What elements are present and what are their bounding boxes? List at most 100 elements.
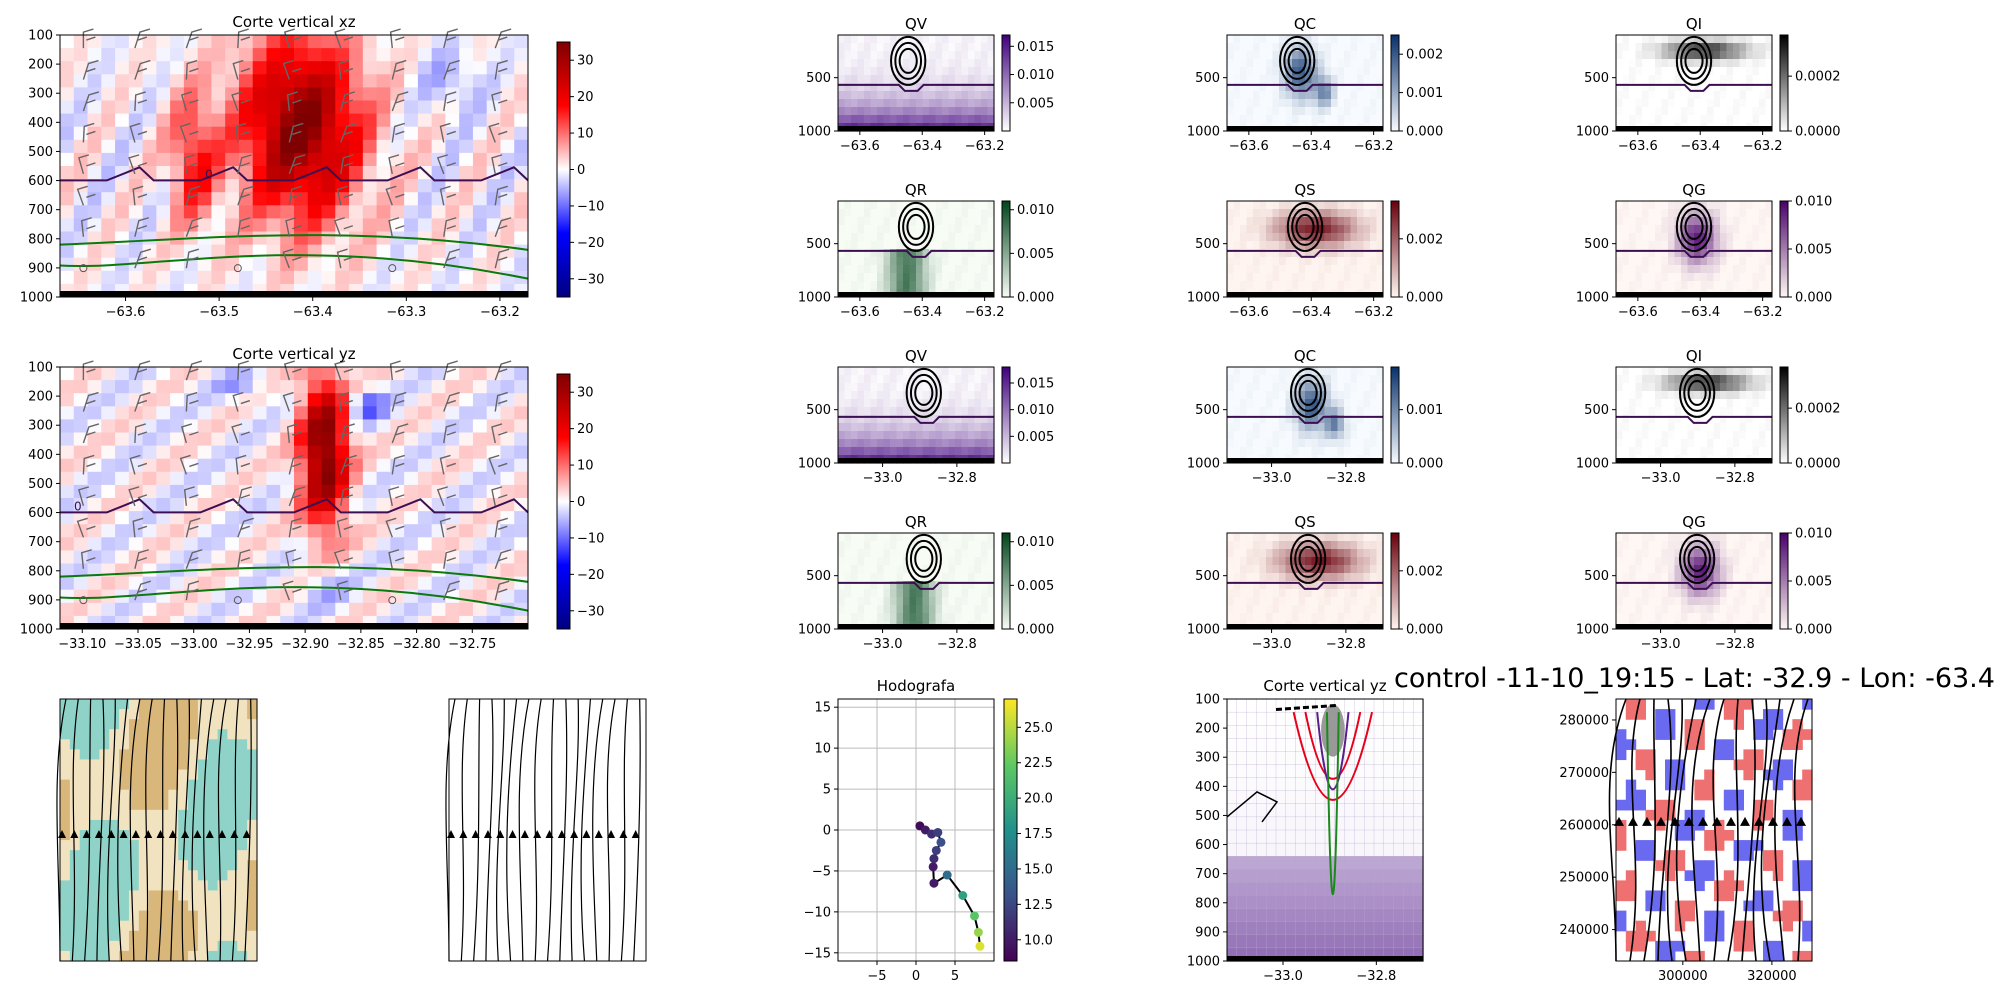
heatmap-cell [1311, 225, 1319, 234]
heatmap-cell [225, 550, 240, 565]
heatmap-cell [1246, 67, 1254, 76]
heatmap-cell [1720, 99, 1728, 108]
heatmap-cell [1370, 375, 1378, 384]
map-cell [69, 920, 81, 932]
heatmap-cell [225, 563, 240, 578]
heatmap-cell [472, 524, 488, 538]
heatmap-cell [851, 241, 859, 250]
heatmap-cell [170, 100, 185, 115]
heatmap-cell [838, 533, 846, 542]
heatmap-cell [115, 563, 130, 578]
heatmap-cell [1350, 115, 1358, 124]
heatmap-cell [115, 511, 130, 525]
heatmap-cell [170, 270, 185, 285]
heatmap-cell [1259, 423, 1267, 432]
heatmap-cell [1370, 75, 1378, 84]
map-cell [69, 910, 81, 922]
heatmap-cell [1292, 565, 1300, 574]
map-cell [99, 940, 110, 952]
heatmap-cell [1311, 99, 1319, 108]
heatmap-cell [1739, 241, 1747, 250]
heatmap-cell [1324, 281, 1332, 290]
heatmap-cell [1726, 581, 1734, 590]
heatmap-cell [431, 367, 447, 381]
heatmap-cell [266, 205, 281, 219]
heatmap-cell [896, 431, 904, 440]
heatmap-cell [1292, 43, 1300, 52]
heatmap-cell [73, 380, 89, 394]
heatmap-cell [1655, 613, 1663, 622]
heatmap-cell [1622, 613, 1630, 622]
heatmap-cell [929, 407, 937, 416]
heatmap-cell [1370, 573, 1378, 582]
heatmap-cell [1622, 209, 1630, 218]
heatmap-cell [1227, 281, 1235, 290]
heatmap-cell [1331, 367, 1339, 376]
heatmap-cell [183, 139, 199, 154]
heatmap-cell [1246, 439, 1254, 448]
heatmap-cell [280, 270, 295, 285]
heatmap-cell [266, 498, 281, 512]
heatmap-cell [922, 431, 930, 440]
heatmap-cell [851, 565, 859, 574]
heatmap-cell [1305, 605, 1313, 614]
heatmap-cell [948, 589, 956, 598]
heatmap-cell [1726, 59, 1734, 68]
heatmap-cell [851, 265, 859, 274]
heatmap-cell [1752, 59, 1760, 68]
heatmap-cell [1616, 115, 1624, 124]
heatmap-cell [1292, 249, 1300, 258]
heatmap-cell [1661, 217, 1669, 226]
heatmap-cell [922, 541, 930, 550]
heatmap-cell [857, 281, 865, 290]
heatmap-cell [1285, 225, 1293, 234]
heatmap-cell [1713, 83, 1721, 92]
heatmap-cell [890, 59, 898, 68]
map-cell [109, 950, 120, 962]
heatmap-cell [896, 573, 904, 582]
heatmap-cell [1700, 447, 1708, 456]
heatmap-cell [1622, 391, 1630, 400]
heatmap-cell [514, 139, 529, 154]
heatmap-cell [1292, 99, 1300, 108]
heatmap-cell [942, 241, 950, 250]
heatmap-cell [948, 249, 956, 258]
heatmap-cell [1661, 605, 1669, 614]
heatmap-cell [1759, 35, 1767, 44]
heatmap-cell [1759, 415, 1767, 424]
heatmap-cell [1305, 83, 1313, 92]
heatmap-cell [211, 484, 226, 499]
heatmap-cell [1746, 415, 1754, 424]
heatmap-cell [1259, 383, 1267, 392]
heatmap-cell [73, 166, 89, 180]
heatmap-cell [1726, 91, 1734, 100]
heatmap-cell [1642, 367, 1650, 376]
heatmap-cell [60, 589, 75, 604]
heatmap-cell [987, 613, 995, 622]
heatmap-cell [883, 107, 891, 116]
heatmap-cell [1668, 383, 1676, 392]
heatmap-cell [1370, 91, 1378, 100]
heatmap-cell [955, 83, 963, 92]
heatmap-cell [197, 100, 213, 115]
heatmap-cell [1279, 249, 1287, 258]
heatmap-cell [1635, 367, 1643, 376]
heatmap-cell [1240, 265, 1248, 274]
heatmap-cell [1759, 217, 1767, 226]
heatmap-cell [266, 126, 281, 141]
heatmap-cell [1298, 605, 1306, 614]
heatmap-cell [1233, 35, 1241, 44]
heatmap-cell [1227, 423, 1235, 432]
heatmap-cell [404, 205, 419, 219]
heatmap-cell [156, 602, 171, 617]
heatmap-cell [1246, 383, 1254, 392]
heatmap-cell [1726, 565, 1734, 574]
heatmap-cell [903, 565, 911, 574]
heatmap-cell [431, 231, 447, 246]
heatmap-cell [1752, 241, 1760, 250]
heatmap-cell [431, 380, 447, 394]
heatmap-cell [472, 367, 488, 381]
heatmap-cell [1752, 273, 1760, 282]
heatmap-cell [948, 605, 956, 614]
heatmap-cell [1752, 249, 1760, 258]
